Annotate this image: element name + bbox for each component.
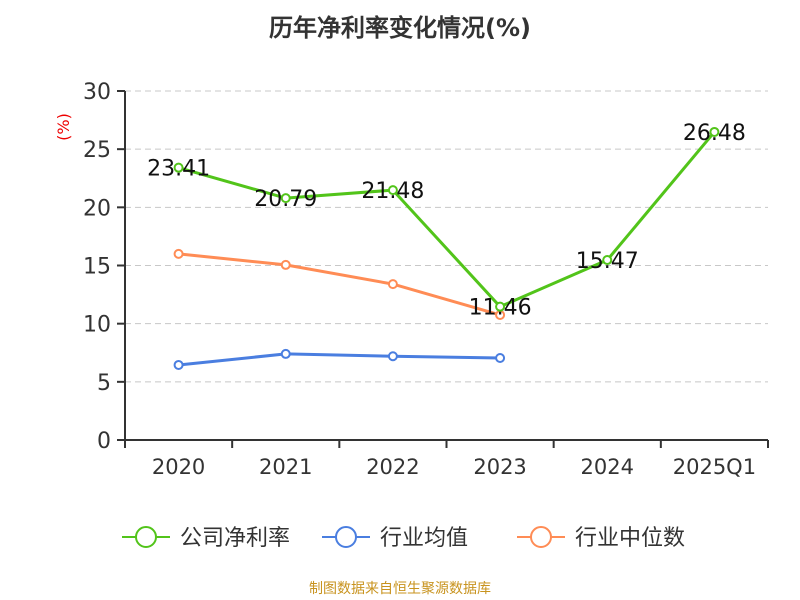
y-tick-label: 10 <box>83 313 111 338</box>
data-point <box>173 359 184 370</box>
legend-label: 公司净利率 <box>180 526 290 551</box>
legend-marker <box>335 526 357 548</box>
data-label: 21.48 <box>361 179 424 204</box>
data-point <box>280 259 291 270</box>
y-tick-label: 0 <box>97 429 111 454</box>
data-point <box>173 162 184 173</box>
source-note: 制图数据来自恒生聚源数据库 <box>309 581 491 597</box>
y-axis-label: (%) <box>54 113 73 141</box>
x-tick-label: 2022 <box>366 455 419 479</box>
series-line <box>178 352 501 367</box>
series-line <box>178 252 501 317</box>
data-label: 20.79 <box>254 187 317 212</box>
y-tick-label: 20 <box>83 196 111 221</box>
y-tick-label: 15 <box>83 255 111 280</box>
legend-label: 行业中位数 <box>575 526 685 551</box>
series-line <box>178 130 716 309</box>
y-tick-label: 5 <box>97 371 111 396</box>
y-tick-label: 25 <box>83 138 111 163</box>
x-tick-label: 2025Q1 <box>673 455 756 479</box>
x-tick-label: 2020 <box>152 455 205 479</box>
data-label: 23.41 <box>147 157 210 182</box>
data-point <box>602 255 613 266</box>
legend-label: 行业均值 <box>380 526 468 551</box>
y-tick-label: 30 <box>83 80 111 105</box>
data-point <box>387 351 398 362</box>
data-point <box>280 348 291 359</box>
data-point <box>280 193 291 204</box>
data-point <box>709 126 720 137</box>
legend-marker <box>135 526 157 548</box>
x-tick-label: 2023 <box>473 455 526 479</box>
data-label: 11.46 <box>469 296 532 321</box>
data-label: 26.48 <box>683 121 746 146</box>
x-tick-label: 2021 <box>259 455 312 479</box>
data-point <box>387 185 398 196</box>
data-point <box>495 301 506 312</box>
chart-title: 历年净利率变化情况(%) <box>269 14 531 42</box>
legend-marker <box>530 526 552 548</box>
data-point <box>387 279 398 290</box>
data-label: 15.47 <box>576 249 639 274</box>
data-point <box>173 248 184 259</box>
data-point <box>495 352 506 363</box>
x-tick-label: 2024 <box>581 455 634 479</box>
